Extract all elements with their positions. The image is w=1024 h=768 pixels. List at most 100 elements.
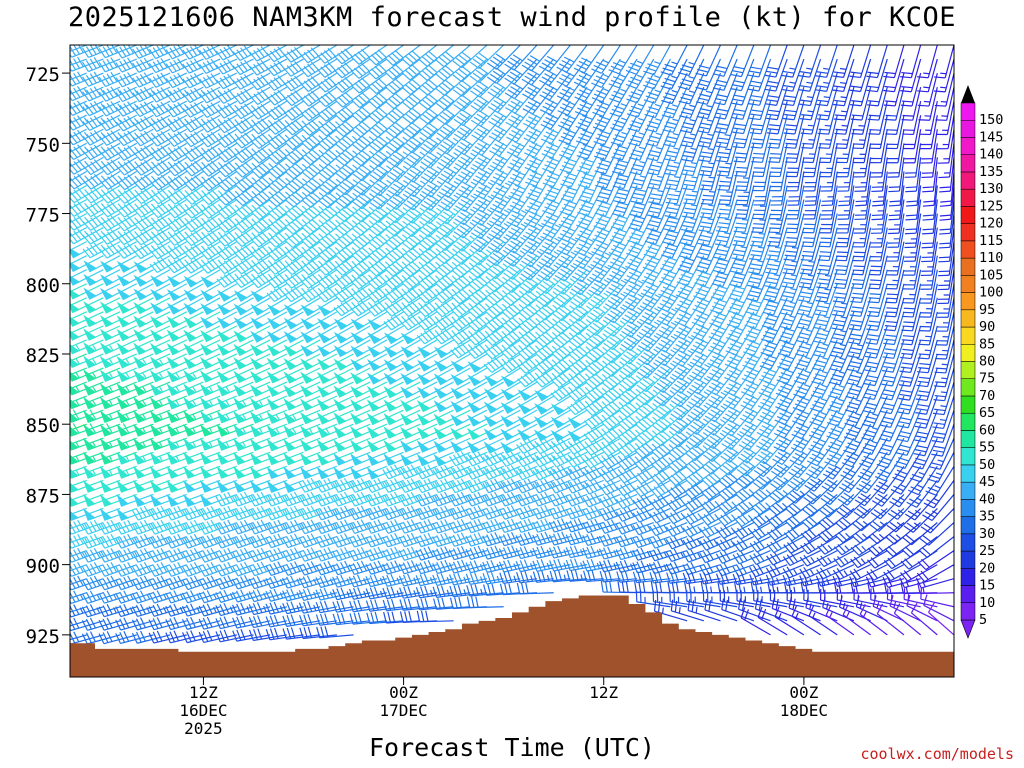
wind-barb (448, 545, 488, 561)
wind-barb (483, 381, 521, 401)
wind-barb (633, 479, 671, 498)
wind-barb (400, 353, 438, 372)
wind-barb (166, 184, 204, 205)
wind-barb (70, 114, 87, 124)
wind-barb (367, 339, 404, 358)
wind-barb (466, 395, 504, 414)
wind-barb (335, 156, 371, 181)
wind-barb (70, 184, 87, 196)
wind-barb (266, 311, 304, 330)
wind-barb (465, 478, 504, 494)
wind-barb (285, 170, 321, 194)
wind-barb (351, 100, 388, 123)
wind-barb (149, 395, 187, 410)
colorbar-swatch (960, 171, 976, 190)
wind-barb (599, 465, 638, 483)
wind-barb (148, 547, 187, 563)
wind-barb (133, 395, 171, 410)
wind-barb (398, 532, 438, 548)
wind-barb (700, 171, 722, 205)
wind-barb (816, 550, 855, 568)
wind-barb (233, 297, 271, 316)
wind-barb (182, 86, 221, 104)
colorbar-label: 100 (979, 285, 1003, 301)
x-tick-label: 12Z (189, 683, 218, 702)
y-tick-label: 750 (26, 134, 60, 156)
wind-barb (747, 45, 772, 78)
colorbar-label: 20 (979, 560, 995, 576)
wind-barb (437, 128, 471, 155)
wind-barb (131, 617, 171, 631)
wind-barb (217, 156, 254, 178)
wind-barb (234, 156, 271, 178)
wind-barb (115, 57, 154, 73)
wind-barb (350, 58, 388, 79)
wind-barb (332, 491, 371, 507)
wind-barb (866, 564, 905, 581)
wind-barb (504, 58, 538, 85)
wind-barb (70, 86, 104, 102)
wind-barb (350, 339, 388, 358)
wind-barb (115, 562, 154, 577)
y-tick-label: 800 (26, 275, 60, 297)
wind-barb (455, 156, 488, 185)
wind-barb (131, 603, 171, 618)
wind-barb (418, 45, 454, 67)
colorbar-swatch (960, 499, 976, 517)
wind-barb (248, 505, 288, 521)
colorbar-label: 80 (979, 354, 995, 370)
wind-barb (70, 115, 71, 116)
colorbar-label: 150 (979, 112, 1003, 128)
wind-barb (182, 45, 221, 60)
wind-barb (298, 547, 338, 562)
wind-barb (420, 185, 455, 211)
wind-barb (298, 533, 338, 549)
wind-barb (248, 628, 287, 642)
wind-barb (199, 86, 238, 104)
wind-barb (482, 478, 521, 494)
credit-link[interactable]: coolwx.com/models (860, 745, 1014, 763)
colorbar-label: 30 (979, 526, 995, 542)
wind-barb (70, 128, 87, 139)
wind-barb (415, 491, 454, 507)
wind-barb (250, 213, 288, 234)
wind-barb (487, 227, 521, 254)
wind-barb (183, 170, 221, 192)
wind-barb (267, 241, 304, 262)
wind-barb (300, 241, 338, 262)
wind-barb (398, 464, 438, 480)
wind-barb (403, 185, 438, 211)
wind-barb (449, 584, 488, 598)
wind-barb (99, 227, 138, 245)
colorbar-label: 40 (979, 491, 995, 507)
colorbar-swatch (960, 223, 976, 242)
wind-barb (432, 464, 471, 480)
wind-barb (165, 58, 204, 74)
wind-barb (166, 283, 204, 302)
x-tick-label: 17DEC (379, 701, 427, 720)
wind-barb (333, 45, 371, 65)
wind-barb (216, 297, 254, 316)
wind-barb (198, 616, 237, 630)
wind-barb (352, 185, 388, 210)
wind-barb (315, 533, 354, 548)
wind-barb (301, 184, 338, 208)
wind-barb (251, 156, 288, 179)
wind-barb (573, 45, 605, 74)
wind-barb (198, 562, 237, 577)
wind-barb (450, 311, 488, 332)
wind-barb (383, 339, 421, 358)
wind-barb (402, 213, 438, 238)
x-tick-label: 16DEC (179, 701, 227, 720)
wind-barb (367, 283, 404, 304)
wind-barb (566, 451, 604, 468)
wind-barb (265, 614, 304, 628)
wind-barb (148, 505, 187, 521)
wind-barb (351, 227, 388, 250)
wind-barb (334, 86, 371, 108)
wind-barb (315, 519, 354, 535)
wind-barb (70, 213, 104, 231)
wind-barb (453, 213, 488, 239)
wind-barb (332, 533, 371, 548)
wind-barb (484, 283, 521, 306)
